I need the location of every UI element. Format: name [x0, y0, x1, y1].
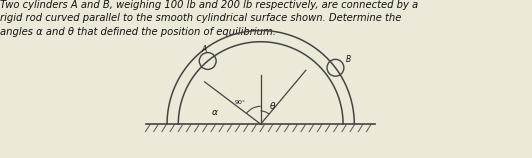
- Text: Two cylinders A and B, weighing 100 lb and 200 lb respectively, are connected by: Two cylinders A and B, weighing 100 lb a…: [0, 0, 418, 37]
- Text: α: α: [212, 108, 218, 117]
- Text: B: B: [346, 55, 351, 64]
- Text: θ: θ: [270, 102, 276, 111]
- Text: 90°: 90°: [235, 100, 245, 105]
- Text: A: A: [201, 45, 206, 54]
